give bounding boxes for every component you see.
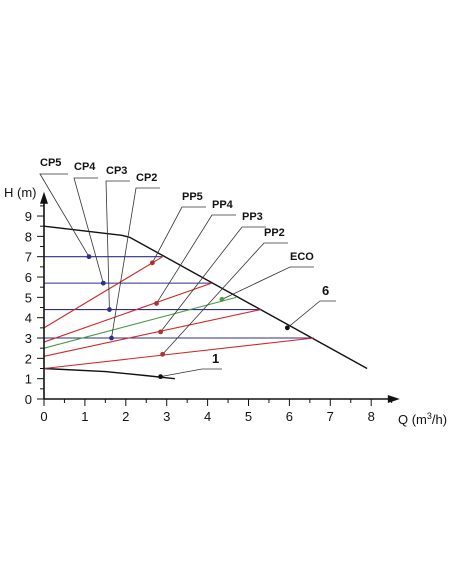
y-tick-label: 9: [25, 209, 32, 224]
marker-pp4: [154, 301, 159, 306]
curves-group: [43, 225, 368, 380]
y-tick-label: 6: [25, 270, 32, 285]
x-tick-label: 8: [368, 409, 375, 424]
leader-cp5: [39, 173, 90, 257]
x-tick-label: 0: [40, 409, 47, 424]
x-axis-title: Q (m3/h): [398, 411, 447, 427]
x-axis-title-end: /h): [432, 412, 447, 427]
x-axis-title-main: Q (m: [398, 412, 427, 427]
x-axis-title-sup: 3: [427, 411, 432, 421]
y-tick-label: 1: [25, 372, 32, 387]
marker-eco: [219, 296, 225, 302]
marker-cp3: [107, 307, 112, 312]
callout-label-cp5: CP5: [40, 157, 61, 169]
y-tick-label: 3: [25, 331, 32, 346]
leader-6: [287, 300, 336, 329]
callout-label-cp3: CP3: [106, 165, 127, 177]
leader-cp4: [73, 177, 104, 284]
callout-label-eco: ECO: [290, 251, 314, 263]
axes-group: [40, 191, 400, 403]
marker-cp4: [100, 280, 106, 286]
y-axis-arrow: [40, 191, 48, 204]
curve-pp3: [43, 309, 261, 357]
x-axis-arrow: [387, 395, 400, 403]
y-axis-title: H (m): [4, 185, 37, 200]
marker-6: [284, 325, 290, 331]
x-tick-label: 7: [327, 409, 334, 424]
marker-1: [158, 374, 163, 380]
curve-pp5: [43, 256, 163, 329]
x-tick-label: 6: [286, 409, 293, 424]
callout-label-1: 1: [212, 351, 219, 366]
leader-pp3: [160, 226, 266, 333]
y-tick-label: 8: [25, 229, 32, 244]
marker-pp2: [160, 351, 166, 357]
leader-cp3: [105, 180, 130, 310]
marker-pp5: [149, 260, 155, 266]
curve-max: [43, 225, 368, 370]
y-tick-label: 5: [25, 290, 32, 305]
leader-eco: [221, 266, 314, 300]
x-tick-label: 1: [81, 409, 88, 424]
callout-label-cp2: CP2: [136, 172, 157, 184]
x-tick-label: 4: [204, 409, 211, 424]
y-tick-label: 7: [25, 250, 32, 265]
curve-pp4: [43, 282, 212, 343]
callout-label-6: 6: [322, 283, 329, 298]
callout-label-cp4: CP4: [74, 161, 96, 173]
marker-cp5: [86, 254, 92, 260]
callout-label-pp3: PP3: [242, 211, 263, 223]
callout-label-pp2: PP2: [264, 227, 285, 239]
leaders-group: [39, 173, 336, 378]
leader-pp5: [152, 206, 206, 263]
x-tick-label: 5: [245, 409, 252, 424]
callout-label-pp5: PP5: [182, 191, 203, 203]
y-tick-label: 0: [25, 392, 32, 407]
leader-pp4: [156, 214, 236, 304]
markers-group: [86, 254, 290, 380]
curve-pp2: [43, 337, 315, 370]
ticks-group: 0 1 2 3 4 5 6 7 8 0 1 2 3 4 5 6 7 8 9: [25, 205, 393, 424]
leader-cp2: [111, 187, 160, 339]
callout-label-pp4: PP4: [212, 199, 234, 211]
x-tick-label: 2: [122, 409, 129, 424]
marker-cp2: [109, 335, 114, 341]
y-tick-label: 2: [25, 351, 32, 366]
leader-1: [160, 368, 222, 378]
curve-eco: [43, 296, 237, 349]
marker-pp3: [158, 329, 163, 335]
x-tick-label: 3: [163, 409, 170, 424]
leader-pp2: [162, 242, 288, 355]
y-tick-label: 4: [25, 311, 32, 326]
curve-min: [43, 367, 175, 380]
